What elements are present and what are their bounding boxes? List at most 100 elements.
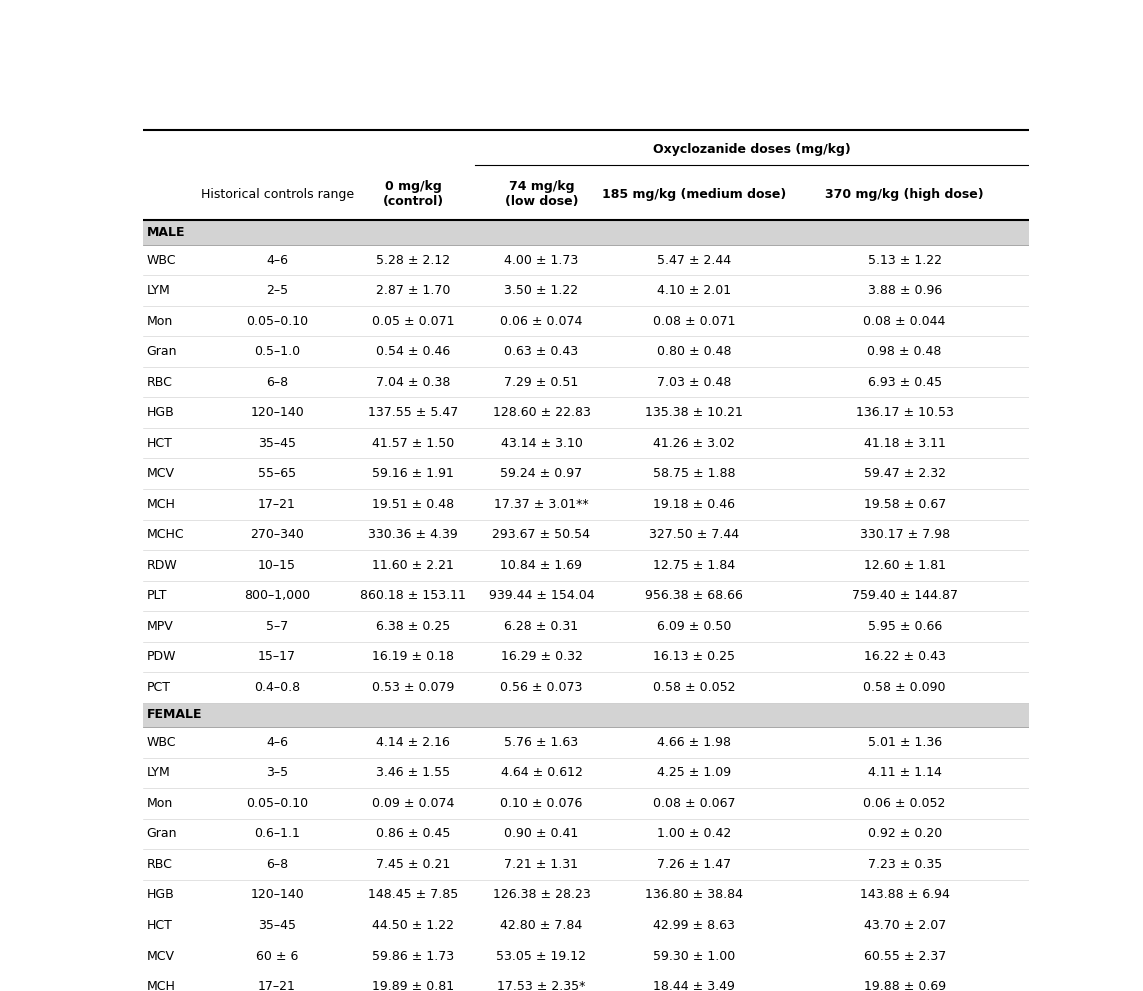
Text: 17–21: 17–21 bbox=[258, 980, 296, 991]
Text: 16.29 ± 0.32: 16.29 ± 0.32 bbox=[501, 650, 583, 663]
Text: 4.14 ± 2.16: 4.14 ± 2.16 bbox=[376, 736, 450, 749]
Text: 19.51 ± 0.48: 19.51 ± 0.48 bbox=[371, 497, 454, 510]
Text: 5.76 ± 1.63: 5.76 ± 1.63 bbox=[504, 736, 578, 749]
Text: 43.14 ± 3.10: 43.14 ± 3.10 bbox=[501, 437, 583, 450]
Text: 4–6: 4–6 bbox=[266, 736, 288, 749]
Text: 370 mg/kg (high dose): 370 mg/kg (high dose) bbox=[825, 188, 984, 201]
Text: 53.05 ± 19.12: 53.05 ± 19.12 bbox=[496, 949, 586, 962]
Text: 4.25 ± 1.09: 4.25 ± 1.09 bbox=[657, 766, 732, 779]
Text: 120–140: 120–140 bbox=[250, 406, 304, 419]
Text: 7.03 ± 0.48: 7.03 ± 0.48 bbox=[657, 376, 732, 388]
Text: 7.23 ± 0.35: 7.23 ± 0.35 bbox=[868, 858, 942, 871]
Text: 59.86 ± 1.73: 59.86 ± 1.73 bbox=[371, 949, 454, 962]
Text: 19.18 ± 0.46: 19.18 ± 0.46 bbox=[654, 497, 735, 510]
Text: PLT: PLT bbox=[146, 590, 167, 603]
Text: MCV: MCV bbox=[146, 949, 175, 962]
Text: 3.88 ± 0.96: 3.88 ± 0.96 bbox=[868, 284, 942, 297]
Text: 2–5: 2–5 bbox=[266, 284, 288, 297]
Text: LYM: LYM bbox=[146, 284, 170, 297]
Text: 16.19 ± 0.18: 16.19 ± 0.18 bbox=[373, 650, 454, 663]
Text: 41.18 ± 3.11: 41.18 ± 3.11 bbox=[864, 437, 945, 450]
Text: 4.10 ± 2.01: 4.10 ± 2.01 bbox=[657, 284, 732, 297]
Text: 0.05–0.10: 0.05–0.10 bbox=[246, 797, 309, 810]
Text: 1.00 ± 0.42: 1.00 ± 0.42 bbox=[657, 827, 732, 840]
Text: 137.55 ± 5.47: 137.55 ± 5.47 bbox=[368, 406, 458, 419]
Text: HGB: HGB bbox=[146, 406, 174, 419]
Text: 4–6: 4–6 bbox=[266, 254, 288, 267]
Text: 4.00 ± 1.73: 4.00 ± 1.73 bbox=[504, 254, 578, 267]
Text: MALE: MALE bbox=[146, 226, 185, 239]
Text: 0.08 ± 0.067: 0.08 ± 0.067 bbox=[653, 797, 736, 810]
Text: 60.55 ± 2.37: 60.55 ± 2.37 bbox=[864, 949, 945, 962]
Text: 135.38 ± 10.21: 135.38 ± 10.21 bbox=[646, 406, 743, 419]
Text: 185 mg/kg (medium dose): 185 mg/kg (medium dose) bbox=[602, 188, 786, 201]
Text: HCT: HCT bbox=[146, 437, 173, 450]
Text: 41.26 ± 3.02: 41.26 ± 3.02 bbox=[654, 437, 735, 450]
Text: 4.11 ± 1.14: 4.11 ± 1.14 bbox=[868, 766, 942, 779]
Bar bbox=[143, 220, 1029, 245]
Text: 55–65: 55–65 bbox=[258, 467, 296, 481]
Text: 5.01 ± 1.36: 5.01 ± 1.36 bbox=[868, 736, 942, 749]
Text: PCT: PCT bbox=[146, 681, 170, 694]
Text: 12.60 ± 1.81: 12.60 ± 1.81 bbox=[864, 559, 945, 572]
Text: WBC: WBC bbox=[146, 254, 176, 267]
Text: Mon: Mon bbox=[146, 797, 173, 810]
Text: 128.60 ± 22.83: 128.60 ± 22.83 bbox=[493, 406, 591, 419]
Text: 5.47 ± 2.44: 5.47 ± 2.44 bbox=[657, 254, 732, 267]
Text: 800–1,000: 800–1,000 bbox=[243, 590, 310, 603]
Text: 42.99 ± 8.63: 42.99 ± 8.63 bbox=[654, 919, 735, 932]
Text: 5.95 ± 0.66: 5.95 ± 0.66 bbox=[868, 619, 942, 633]
Text: 0.56 ± 0.073: 0.56 ± 0.073 bbox=[501, 681, 583, 694]
Text: 17–21: 17–21 bbox=[258, 497, 296, 510]
Text: 2.87 ± 1.70: 2.87 ± 1.70 bbox=[376, 284, 450, 297]
Text: 126.38 ± 28.23: 126.38 ± 28.23 bbox=[493, 889, 591, 902]
Text: 19.58 ± 0.67: 19.58 ± 0.67 bbox=[864, 497, 945, 510]
Text: 7.21 ± 1.31: 7.21 ± 1.31 bbox=[504, 858, 578, 871]
Text: 0.06 ± 0.074: 0.06 ± 0.074 bbox=[501, 314, 583, 328]
Text: MCH: MCH bbox=[146, 497, 175, 510]
Text: 939.44 ± 154.04: 939.44 ± 154.04 bbox=[489, 590, 594, 603]
Text: 60 ± 6: 60 ± 6 bbox=[256, 949, 298, 962]
Text: 7.04 ± 0.38: 7.04 ± 0.38 bbox=[376, 376, 450, 388]
Text: 0.58 ± 0.090: 0.58 ± 0.090 bbox=[863, 681, 946, 694]
Text: 120–140: 120–140 bbox=[250, 889, 304, 902]
Text: 0 mg/kg
(control): 0 mg/kg (control) bbox=[383, 180, 443, 208]
Text: 0.05 ± 0.071: 0.05 ± 0.071 bbox=[371, 314, 454, 328]
Bar bbox=[143, 703, 1029, 727]
Text: 0.63 ± 0.43: 0.63 ± 0.43 bbox=[504, 345, 578, 358]
Text: 35–45: 35–45 bbox=[258, 919, 296, 932]
Text: Mon: Mon bbox=[146, 314, 173, 328]
Text: RDW: RDW bbox=[146, 559, 177, 572]
Text: 860.18 ± 153.11: 860.18 ± 153.11 bbox=[360, 590, 466, 603]
Text: 16.13 ± 0.25: 16.13 ± 0.25 bbox=[654, 650, 735, 663]
Text: PDW: PDW bbox=[146, 650, 176, 663]
Text: MCHC: MCHC bbox=[146, 528, 184, 541]
Text: 0.92 ± 0.20: 0.92 ± 0.20 bbox=[868, 827, 942, 840]
Text: 5.28 ± 2.12: 5.28 ± 2.12 bbox=[376, 254, 450, 267]
Text: 11.60 ± 2.21: 11.60 ± 2.21 bbox=[373, 559, 454, 572]
Text: 4.66 ± 1.98: 4.66 ± 1.98 bbox=[657, 736, 732, 749]
Text: 0.5–1.0: 0.5–1.0 bbox=[254, 345, 301, 358]
Text: 0.4–0.8: 0.4–0.8 bbox=[254, 681, 301, 694]
Text: 0.54 ± 0.46: 0.54 ± 0.46 bbox=[376, 345, 450, 358]
Text: Gran: Gran bbox=[146, 345, 177, 358]
Text: 7.26 ± 1.47: 7.26 ± 1.47 bbox=[657, 858, 732, 871]
Text: 44.50 ± 1.22: 44.50 ± 1.22 bbox=[373, 919, 454, 932]
Text: 6–8: 6–8 bbox=[266, 376, 288, 388]
Text: 136.17 ± 10.53: 136.17 ± 10.53 bbox=[856, 406, 953, 419]
Text: 19.88 ± 0.69: 19.88 ± 0.69 bbox=[864, 980, 945, 991]
Text: 6.28 ± 0.31: 6.28 ± 0.31 bbox=[504, 619, 578, 633]
Text: 6.09 ± 0.50: 6.09 ± 0.50 bbox=[657, 619, 732, 633]
Text: 0.90 ± 0.41: 0.90 ± 0.41 bbox=[504, 827, 578, 840]
Text: 293.67 ± 50.54: 293.67 ± 50.54 bbox=[493, 528, 591, 541]
Text: RBC: RBC bbox=[146, 858, 173, 871]
Text: 0.09 ± 0.074: 0.09 ± 0.074 bbox=[371, 797, 454, 810]
Text: 5.13 ± 1.22: 5.13 ± 1.22 bbox=[868, 254, 942, 267]
Text: 0.06 ± 0.052: 0.06 ± 0.052 bbox=[863, 797, 946, 810]
Text: 5–7: 5–7 bbox=[266, 619, 288, 633]
Text: 136.80 ± 38.84: 136.80 ± 38.84 bbox=[646, 889, 743, 902]
Text: HGB: HGB bbox=[146, 889, 174, 902]
Text: 41.57 ± 1.50: 41.57 ± 1.50 bbox=[371, 437, 454, 450]
Text: 6.93 ± 0.45: 6.93 ± 0.45 bbox=[868, 376, 942, 388]
Text: 330.17 ± 7.98: 330.17 ± 7.98 bbox=[860, 528, 950, 541]
